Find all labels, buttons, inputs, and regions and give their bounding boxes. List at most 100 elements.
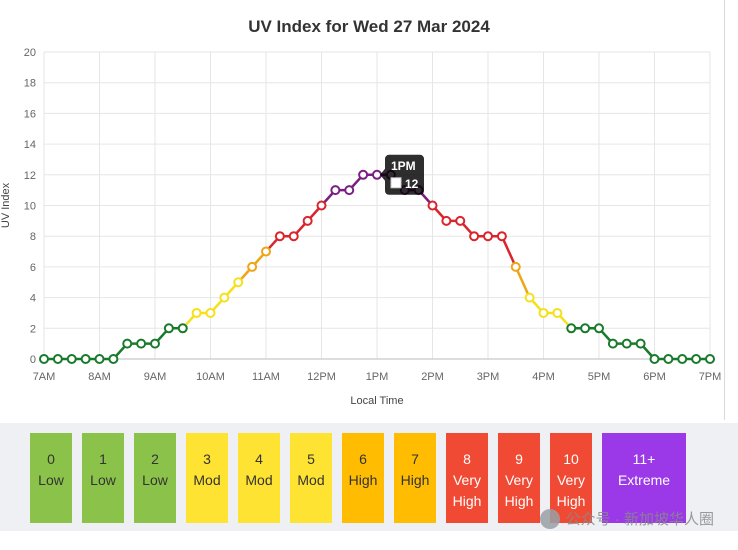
legend-label: Extreme: [617, 472, 671, 488]
uv-data-point: [150, 338, 160, 349]
legend-label: High: [504, 493, 534, 509]
legend-label: Very: [452, 472, 481, 488]
uv-line-segment: [500, 234, 517, 269]
legend-box-2: 2 Low: [134, 433, 176, 523]
legend-label: High: [556, 493, 586, 509]
x-tick-label: 4PM: [532, 371, 555, 383]
legend-label: Mod: [297, 472, 325, 488]
legend-box-11plus: 11+ Extreme: [602, 433, 686, 523]
legend-label: High: [400, 472, 430, 488]
uv-data-point: [261, 246, 271, 257]
x-tick-label: 5PM: [588, 371, 611, 383]
legend-label: Mod: [193, 472, 221, 488]
uv-data-point: [427, 200, 438, 211]
uv-data-point: [39, 354, 49, 364]
legend-label: High: [452, 493, 482, 509]
legend-value: 5: [307, 451, 315, 467]
x-tick-label: 1PM: [366, 371, 389, 383]
uv-data-point: [52, 354, 63, 364]
legend-box-0: 0 Low: [30, 433, 72, 523]
uv-data-point: [705, 354, 715, 364]
legend-box-7: 7 High: [394, 433, 436, 523]
x-tick-label: 2PM: [421, 371, 444, 383]
uv-data-point: [344, 185, 355, 196]
legend-label: Low: [38, 472, 64, 488]
legend-value: 8: [463, 451, 471, 467]
x-tick-label: 9AM: [144, 371, 167, 383]
uv-data-point: [607, 338, 618, 349]
legend-label: High: [348, 472, 378, 488]
legend-box-5: 5 Mod: [290, 433, 332, 523]
x-tick-label: 11AM: [252, 371, 280, 383]
uv-data-point: [510, 261, 521, 272]
uv-chart-svg: UV Index for Wed 27 Mar 2024 0 2 4 6 8 10 12 14 1…: [0, 17, 722, 407]
uv-data-point: [663, 354, 674, 364]
x-tick-label: 12PM: [307, 371, 336, 383]
y-tick-label: 18: [24, 78, 36, 90]
uv-data-point: [330, 185, 341, 196]
uv-data-point: [594, 323, 604, 334]
legend-box-4: 4 Mod: [238, 433, 280, 523]
uv-data-point: [469, 231, 480, 242]
uv-data-point: [219, 292, 230, 303]
legend-value: 11+: [632, 451, 656, 467]
legend-box-10: 10 Very High: [550, 433, 592, 523]
uv-data-point: [566, 323, 577, 334]
legend-value: 9: [515, 451, 523, 467]
legend-label: Very: [556, 472, 585, 488]
uv-data-point: [80, 354, 91, 364]
legend-label: Low: [90, 472, 116, 488]
tooltip-caret: [380, 168, 385, 181]
x-tick-label: 7AM: [33, 371, 56, 383]
y-axis-label: UV Index: [0, 182, 12, 228]
uv-line-segment: [514, 265, 531, 299]
uv-data-point: [496, 231, 507, 242]
uv-chart: UV Index for Wed 27 Mar 2024 0 2 4 6 8 10 12 14 1…: [0, 17, 722, 407]
uv-legend: 0 Low 1 Low 2 Low 3 Mod 4 Mod 5 Mod 6 High 7 High 8 Very H…: [0, 423, 738, 531]
uv-data-point: [580, 323, 591, 334]
x-tick-label: 7PM: [699, 371, 722, 383]
chart-title: UV Index for Wed 27 Mar 2024: [248, 17, 490, 36]
legend-box-3: 3 Mod: [186, 433, 228, 523]
y-tick-label: 16: [24, 108, 36, 120]
wechat-icon: [539, 508, 560, 529]
uv-data-point: [247, 261, 258, 272]
uv-data-point: [691, 354, 702, 364]
uv-data-point: [136, 338, 147, 349]
tooltip-swatch: [390, 177, 402, 189]
uv-data-point: [441, 215, 452, 226]
uv-data-point: [552, 307, 563, 318]
y-tick-label: 2: [30, 323, 36, 335]
legend-label: Very: [504, 472, 533, 488]
uv-data-point: [621, 338, 632, 349]
y-tick-label: 8: [30, 231, 36, 243]
legend-value: 2: [151, 451, 159, 467]
uv-data-point: [302, 215, 313, 226]
uv-data-point: [635, 338, 646, 349]
x-tick-label: 8AM: [88, 371, 111, 383]
tooltip-value: 12: [405, 177, 419, 191]
uv-data-point: [316, 200, 327, 211]
uv-data-point: [372, 169, 382, 180]
y-tick-label: 14: [24, 139, 36, 151]
uv-data-point: [122, 338, 133, 349]
uv-data-point: [677, 354, 688, 364]
x-tick-label: 10AM: [196, 371, 225, 383]
legend-value: 0: [47, 451, 55, 467]
uv-data-point: [66, 354, 77, 364]
legend-value: 3: [203, 451, 211, 467]
x-tick-label: 3PM: [477, 371, 500, 383]
uv-data-point: [94, 354, 105, 364]
x-tick-label: 6PM: [643, 371, 666, 383]
legend-label: Mod: [245, 472, 273, 488]
y-tick-label: 6: [30, 262, 36, 274]
legend-value: 1: [99, 451, 107, 467]
uv-data-point: [455, 215, 466, 226]
uv-data-point: [483, 231, 493, 242]
y-tick-label: 4: [30, 293, 36, 305]
x-axis-label: Local Time: [350, 395, 403, 407]
chart-right-border: [724, 0, 725, 420]
uv-data-point: [177, 323, 188, 334]
legend-box-8: 8 Very High: [446, 433, 488, 523]
legend-label: Low: [142, 472, 168, 488]
